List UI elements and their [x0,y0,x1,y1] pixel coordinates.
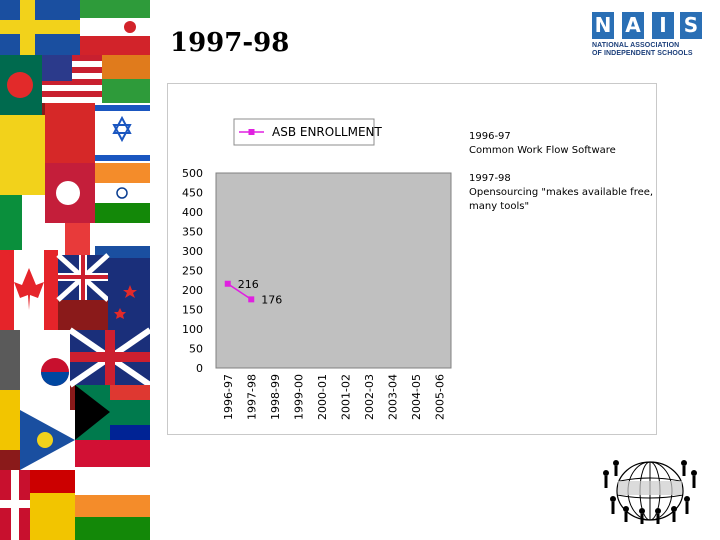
flag-collage-image [0,0,150,540]
y-tick-label: 0 [196,362,203,375]
logo-letter: A [622,12,644,39]
logo-letter: I [652,12,674,39]
slide-title: 1997-98 [170,28,290,58]
y-tick-label: 200 [182,284,203,297]
y-tick-label: 500 [182,167,203,180]
x-tick-label: 2000-01 [316,374,329,420]
data-point-marker [224,280,231,287]
nais-logo: N A I S NATIONAL ASSOCIATION OF INDEPEND… [592,12,704,62]
note-text: Opensourcing "makes available free, many… [469,187,654,212]
chart-frame: 0 50 100 150 200 250 300 350 400 450 500 1996-97 199… [167,83,657,435]
y-tick-label: 150 [182,304,203,317]
data-label: 176 [261,293,282,306]
x-tick-label: 2001-02 [339,374,352,420]
logo-line-1: NATIONAL ASSOCIATION [592,42,680,49]
globe-people-image [603,460,697,524]
y-tick-label: 100 [182,323,203,336]
note-1997-98: 1997-98 Opensourcing "makes available fr… [469,172,659,214]
data-label: 216 [238,278,259,291]
y-tick-label: 50 [189,343,203,356]
note-text: Common Work Flow Software [469,145,616,156]
x-tick-label: 1996-97 [222,374,235,420]
legend-label: ASB ENROLLMENT [272,125,382,139]
logo-letter: N [592,12,614,39]
legend-marker-swatch [248,129,255,135]
note-year: 1997-98 [469,173,511,184]
note-year: 1996-97 [469,131,511,142]
y-tick-label: 250 [182,265,203,278]
logo-letter: S [680,12,702,39]
y-tick-label: 400 [182,206,203,219]
x-tick-label: 2004-05 [410,374,423,420]
logo-line-2: OF INDEPENDENT SCHOOLS [592,50,693,57]
y-tick-label: 450 [182,187,203,200]
series-line-segment [227,283,252,301]
data-point-marker [248,296,255,303]
x-tick-label: 1999-00 [292,374,305,420]
y-tick-label: 300 [182,245,203,258]
x-tick-label: 1997-98 [245,374,258,420]
note-1996-97: 1996-97 Common Work Flow Software [469,130,659,158]
enrollment-chart: 0 50 100 150 200 250 300 350 400 450 500 1996-97 199… [182,118,452,420]
x-tick-label: 2002-03 [363,374,376,420]
plot-area [215,172,452,369]
x-tick-label: 2005-06 [433,374,446,420]
notes-panel: 1996-97 Common Work Flow Software 1997-9… [469,130,659,228]
x-tick-label: 2003-04 [386,374,399,420]
x-tick-label: 1998-99 [269,374,282,420]
y-tick-label: 350 [182,226,203,239]
